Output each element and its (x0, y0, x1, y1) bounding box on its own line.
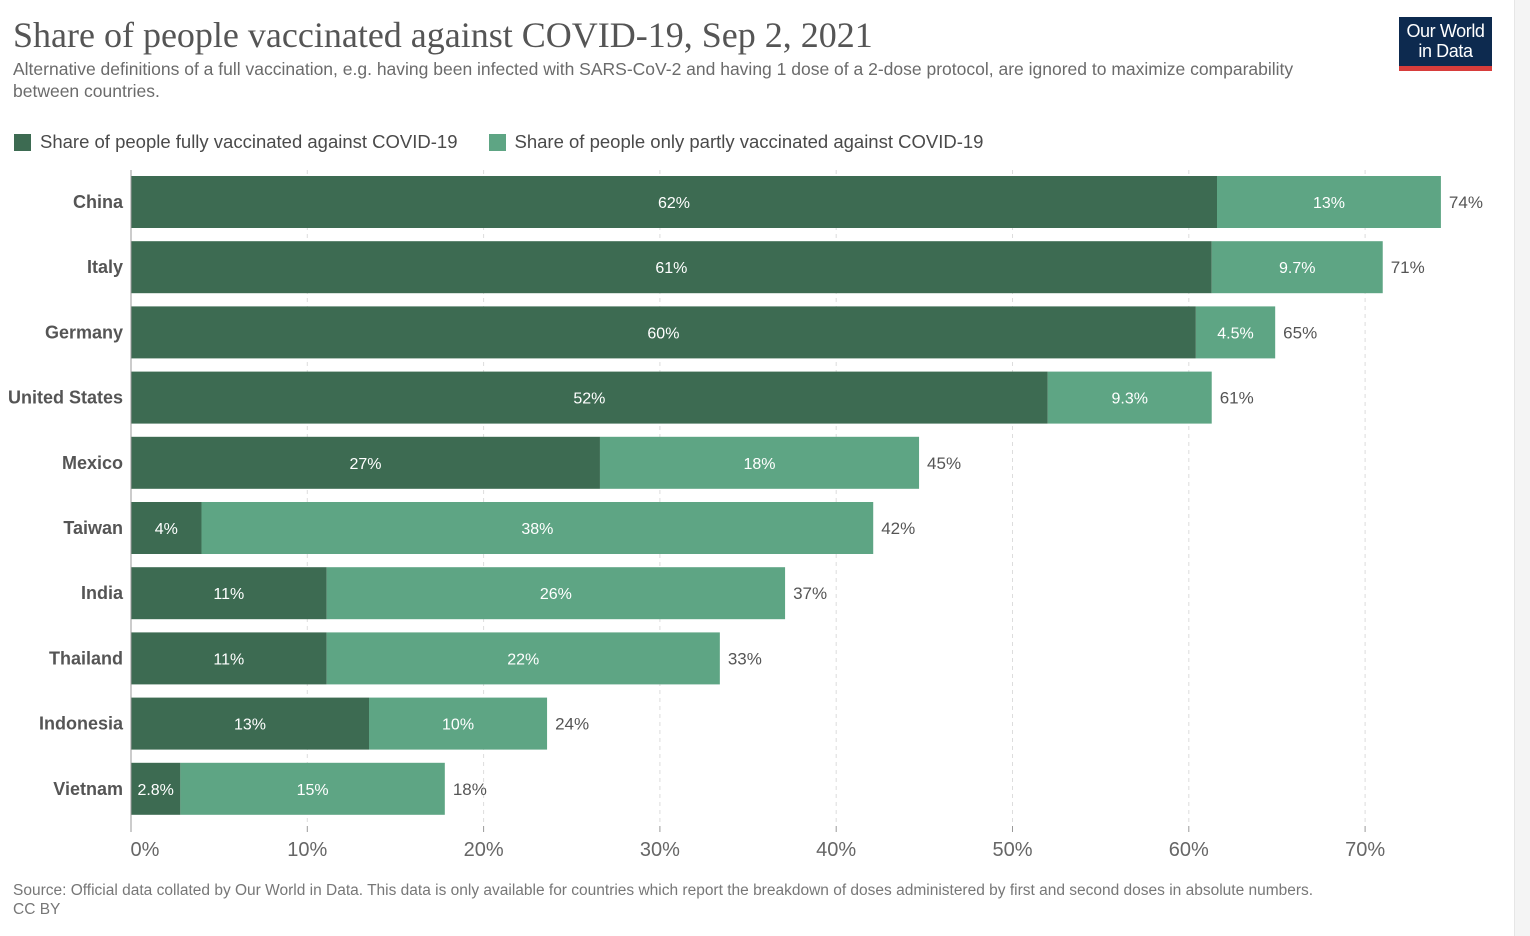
bar-fully-italy (131, 241, 1212, 294)
logo-line-2: in Data (1418, 41, 1473, 61)
bar-label-partly-india: 26% (540, 586, 572, 603)
bar-partly-taiwan (201, 502, 874, 554)
bar-label-partly-indonesia: 10% (442, 717, 474, 734)
bar-partly-indonesia (369, 697, 548, 750)
bar-partly-india (326, 567, 786, 620)
category-label-india: India (81, 583, 124, 603)
bar-label-fully-india: 11% (213, 586, 244, 603)
legend-item-partly[interactable]: Share of people only partly vaccinated a… (488, 131, 984, 153)
legend-swatch-partly (488, 133, 506, 151)
bar-label-partly-thailand: 22% (507, 651, 539, 668)
chart-legend: Share of people fully vaccinated against… (14, 130, 1014, 154)
bar-label-fully-vietnam: 2.8% (137, 782, 173, 799)
total-label-china: 74% (1449, 193, 1483, 212)
bar-label-partly-vietnam: 15% (297, 782, 329, 799)
chart-subtitle: Alternative definitions of a full vaccin… (13, 59, 1294, 101)
source-note: Source: Official data collated by Our Wo… (13, 882, 1314, 899)
legend-swatch-fully (14, 133, 31, 151)
bar-label-partly-taiwan: 38% (521, 521, 553, 538)
category-label-germany: Germany (45, 322, 123, 342)
category-label-thailand: Thailand (49, 648, 123, 668)
x-tick-label-40: 40% (816, 839, 856, 861)
page-scroll-edge (1514, 0, 1530, 936)
category-label-vietnam: Vietnam (53, 779, 123, 799)
category-label-indonesia: Indonesia (39, 714, 124, 734)
bar-fully-indonesia (131, 697, 370, 750)
bar-partly-china (1217, 176, 1441, 228)
logo-line-1: Our World (1406, 21, 1485, 41)
bar-chart: China 62% 13% 74% Italy 61% 9.7% 71% Germany 60% 4… (8, 170, 1483, 861)
category-label-taiwan: Taiwan (63, 518, 123, 538)
bar-partly-germany (1195, 306, 1276, 359)
bar-label-fully-united-states: 52% (573, 391, 605, 408)
bar-fully-china (131, 176, 1218, 228)
bar-partly-vietnam (180, 762, 445, 815)
total-label-united-states: 61% (1220, 389, 1254, 408)
license-note: CC BY (13, 901, 61, 918)
bar-partly-mexico (599, 436, 920, 489)
total-label-thailand: 33% (728, 649, 762, 668)
total-label-vietnam: 18% (453, 780, 487, 799)
x-tick-label-0: 0% (131, 839, 160, 861)
total-label-indonesia: 24% (555, 715, 589, 734)
total-label-india: 37% (793, 584, 827, 603)
bar-label-fully-china: 62% (658, 195, 690, 212)
bar-fully-india (131, 567, 327, 620)
bar-partly-united-states (1047, 371, 1212, 424)
bar-label-fully-germany: 60% (647, 325, 679, 342)
total-label-taiwan: 42% (881, 519, 915, 538)
category-label-mexico: Mexico (62, 453, 123, 473)
x-tick-label-30: 30% (640, 839, 680, 861)
x-tick-label-60: 60% (1169, 839, 1209, 861)
x-tick-label-70: 70% (1345, 839, 1385, 861)
bar-label-fully-italy: 61% (655, 260, 687, 277)
bar-label-fully-indonesia: 13% (234, 717, 266, 734)
bar-fully-united-states (131, 371, 1048, 424)
bar-label-fully-mexico: 27% (349, 456, 381, 473)
total-label-germany: 65% (1283, 323, 1317, 342)
bar-fully-thailand (131, 632, 327, 685)
bar-label-partly-germany: 4.5% (1217, 325, 1253, 342)
bar-partly-thailand (326, 632, 720, 685)
bar-label-partly-china: 13% (1313, 195, 1345, 212)
x-tick-label-20: 20% (464, 839, 504, 861)
bar-label-partly-united-states: 9.3% (1112, 391, 1148, 408)
owid-logo[interactable]: Our World in Data (1399, 17, 1492, 71)
legend-label-fully: Share of people fully vaccinated against… (40, 131, 458, 152)
bar-fully-taiwan (131, 502, 202, 554)
bar-label-partly-mexico: 18% (743, 456, 775, 473)
category-label-china: China (73, 192, 124, 212)
bar-fully-vietnam (131, 762, 181, 815)
category-label-united-states: United States (8, 388, 123, 408)
x-tick-label-50: 50% (992, 839, 1032, 861)
category-label-italy: Italy (87, 257, 123, 277)
total-label-italy: 71% (1391, 258, 1425, 277)
legend-label-partly: Share of people only partly vaccinated a… (514, 131, 984, 152)
bar-fully-germany (131, 306, 1196, 359)
bar-label-partly-italy: 9.7% (1279, 260, 1315, 277)
bar-label-fully-thailand: 11% (213, 651, 244, 668)
x-tick-label-10: 10% (287, 839, 327, 861)
chart-title: Share of people vaccinated against COVID… (13, 15, 873, 55)
total-label-mexico: 45% (927, 454, 961, 473)
bar-partly-italy (1211, 241, 1383, 294)
bar-label-fully-taiwan: 4% (155, 521, 178, 538)
bar-fully-mexico (131, 436, 600, 489)
legend-item-fully[interactable]: Share of people fully vaccinated against… (14, 131, 458, 153)
